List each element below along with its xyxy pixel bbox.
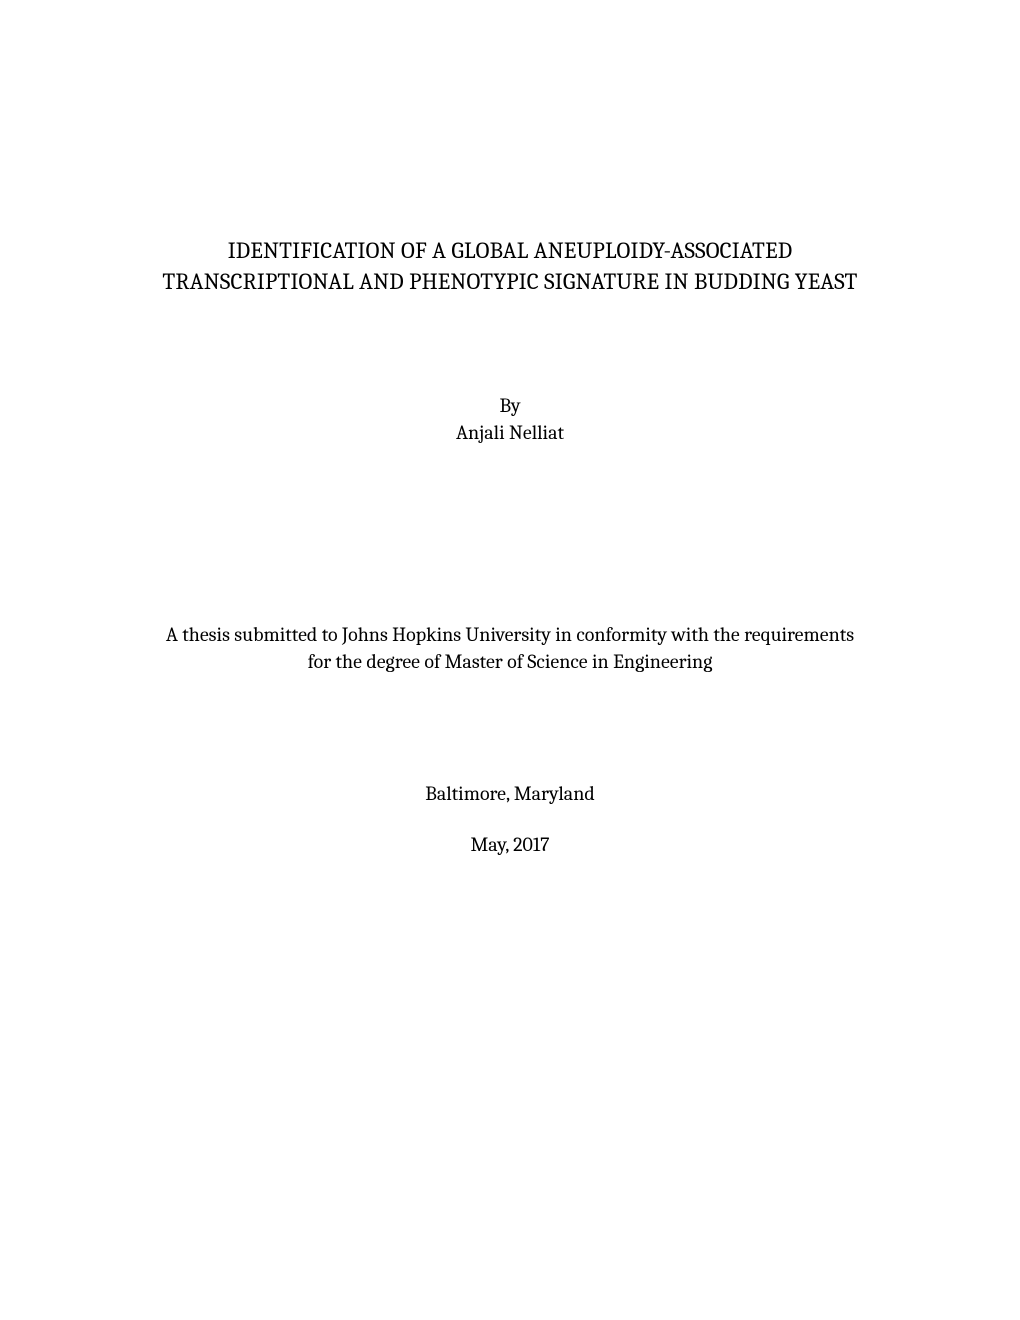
- author-by-label: By: [125, 392, 895, 419]
- thesis-title-page: IDENTIFICATION OF A GLOBAL ANEUPLOIDY-AS…: [0, 0, 1020, 1320]
- title-line-1: IDENTIFICATION OF A GLOBAL ANEUPLOIDY-AS…: [125, 235, 895, 266]
- location-block: Baltimore, Maryland: [125, 780, 895, 807]
- author-block: By Anjali Nelliat: [125, 392, 895, 446]
- title-block: IDENTIFICATION OF A GLOBAL ANEUPLOIDY-AS…: [125, 235, 895, 297]
- submission-line-2: for the degree of Master of Science in E…: [125, 648, 895, 675]
- date-block: May, 2017: [125, 831, 895, 858]
- location-text: Baltimore, Maryland: [125, 780, 895, 807]
- submission-block: A thesis submitted to Johns Hopkins Univ…: [125, 621, 895, 675]
- title-line-2: TRANSCRIPTIONAL AND PHENOTYPIC SIGNATURE…: [125, 266, 895, 297]
- submission-line-1: A thesis submitted to Johns Hopkins Univ…: [125, 621, 895, 648]
- author-name: Anjali Nelliat: [125, 419, 895, 446]
- date-text: May, 2017: [125, 831, 895, 858]
